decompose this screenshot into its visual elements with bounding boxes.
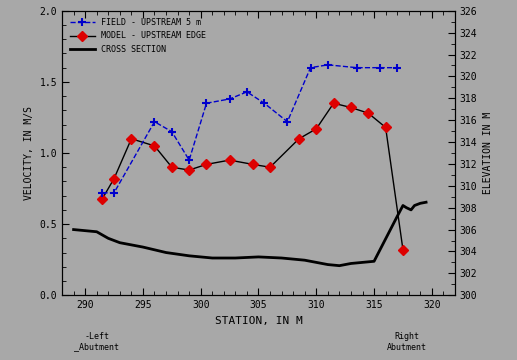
Y-axis label: VELOCITY, IN M/S: VELOCITY, IN M/S	[24, 106, 34, 200]
X-axis label: STATION, IN M: STATION, IN M	[215, 316, 302, 325]
Text: -Left
_Abutment: -Left _Abutment	[74, 332, 119, 352]
Legend: FIELD - UPSTREAM 5 m, MODEL - UPSTREAM EDGE, CROSS SECTION: FIELD - UPSTREAM 5 m, MODEL - UPSTREAM E…	[66, 15, 209, 57]
Text: Right
Abutment: Right Abutment	[386, 332, 427, 352]
Y-axis label: ELEVATION IN M: ELEVATION IN M	[483, 112, 493, 194]
